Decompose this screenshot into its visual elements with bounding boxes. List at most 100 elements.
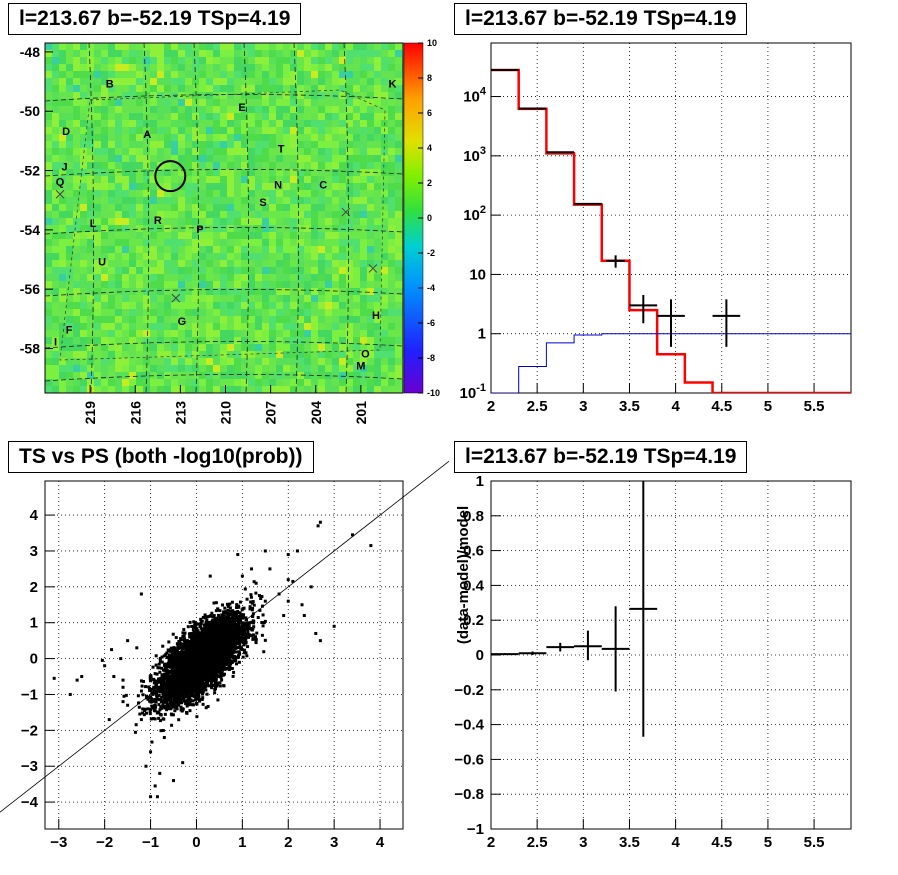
heatmap-cell — [311, 295, 318, 302]
heatmap-cell — [108, 183, 115, 190]
heatmap-cell — [297, 344, 304, 351]
heatmap-cell — [395, 379, 402, 386]
heatmap-cell — [269, 281, 276, 288]
heatmap-cell — [52, 386, 59, 393]
heatmap-cell — [129, 85, 136, 92]
heatmap-cell — [101, 372, 108, 379]
heatmap-cell — [122, 253, 129, 260]
y-tick-label: 102 — [463, 204, 486, 224]
heatmap-cell — [255, 155, 262, 162]
heatmap-cell — [115, 316, 122, 323]
heatmap-cell — [381, 246, 388, 253]
colorbar-tick-label: -6 — [427, 318, 435, 328]
heatmap-cell — [143, 239, 150, 246]
heatmap-cell — [178, 365, 185, 372]
heatmap-cell — [339, 57, 346, 64]
heatmap-cell — [332, 99, 339, 106]
heatmap-cell — [87, 274, 94, 281]
scatter-point — [175, 648, 179, 652]
heatmap-cell — [269, 71, 276, 78]
heatmap-cell — [290, 225, 297, 232]
heatmap-cell — [157, 239, 164, 246]
heatmap-cell — [73, 302, 80, 309]
heatmap-cell — [283, 323, 290, 330]
heatmap-cell — [276, 127, 283, 134]
heatmap-cell — [59, 57, 66, 64]
map-frame — [44, 42, 404, 394]
heatmap-cell — [80, 57, 87, 64]
heatmap-cell — [318, 267, 325, 274]
heatmap-cell — [115, 260, 122, 267]
heatmap-cell — [318, 197, 325, 204]
heatmap-cell — [388, 309, 395, 316]
scatter-point — [219, 676, 223, 680]
heatmap-cell — [353, 43, 360, 50]
heatmap-cell — [332, 57, 339, 64]
heatmap-cell — [367, 239, 374, 246]
heatmap-cell — [227, 134, 234, 141]
heatmap-cell — [213, 218, 220, 225]
heatmap-cell — [388, 379, 395, 386]
heatmap-cell — [164, 190, 171, 197]
scatter-point — [207, 684, 211, 688]
heatmap-cell — [353, 358, 360, 365]
heatmap-cell — [52, 134, 59, 141]
heatmap-cell — [388, 260, 395, 267]
heatmap-cell — [192, 64, 199, 71]
heatmap-cell — [241, 218, 248, 225]
heatmap-cell — [290, 190, 297, 197]
heatmap-cell — [339, 386, 346, 393]
heatmap-cell — [283, 379, 290, 386]
heatmap-cell — [255, 85, 262, 92]
heatmap-cell — [108, 127, 115, 134]
heatmap-cell — [143, 190, 150, 197]
source-label: F — [66, 325, 73, 337]
heatmap-cell — [94, 113, 101, 120]
scatter-point — [193, 621, 197, 625]
heatmap-cell — [241, 211, 248, 218]
heatmap-cell — [87, 302, 94, 309]
heatmap-cell — [213, 78, 220, 85]
heatmap-cell — [255, 162, 262, 169]
heatmap-cell — [80, 281, 87, 288]
heatmap-cell — [136, 92, 143, 99]
heatmap-cell — [297, 246, 304, 253]
heatmap-cell — [108, 106, 115, 113]
heatmap-cell — [150, 309, 157, 316]
heatmap-cell — [59, 141, 66, 148]
heatmap-cell — [234, 323, 241, 330]
heatmap-cell — [80, 64, 87, 71]
heatmap-cell — [59, 50, 66, 57]
heatmap-cell — [80, 218, 87, 225]
heatmap-cell — [66, 99, 73, 106]
heatmap-cell — [262, 253, 269, 260]
heatmap-cell — [311, 113, 318, 120]
heatmap-cell — [122, 232, 129, 239]
heatmap-cell — [164, 239, 171, 246]
heatmap-cell — [388, 365, 395, 372]
heatmap-cell — [388, 127, 395, 134]
heatmap-cell — [346, 211, 353, 218]
heatmap-cell — [283, 309, 290, 316]
heatmap-cell — [311, 190, 318, 197]
heatmap-cell — [297, 92, 304, 99]
heatmap-cell — [73, 113, 80, 120]
heatmap-cell — [283, 57, 290, 64]
heatmap-cell — [143, 71, 150, 78]
heatmap-cell — [353, 260, 360, 267]
heatmap-cell — [206, 50, 213, 57]
heatmap-cell — [220, 141, 227, 148]
heatmap-cell — [80, 120, 87, 127]
heatmap-cell — [241, 106, 248, 113]
heatmap-cell — [192, 106, 199, 113]
colorbar-tick-label: 0 — [427, 213, 432, 223]
scatter-point — [179, 637, 183, 641]
heatmap-cell — [353, 288, 360, 295]
heatmap-cell — [374, 176, 381, 183]
heatmap-cell — [185, 57, 192, 64]
heatmap-cell — [255, 127, 262, 134]
heatmap-cell — [213, 309, 220, 316]
heatmap-cell — [80, 141, 87, 148]
heatmap-cell — [59, 365, 66, 372]
heatmap-cell — [248, 372, 255, 379]
